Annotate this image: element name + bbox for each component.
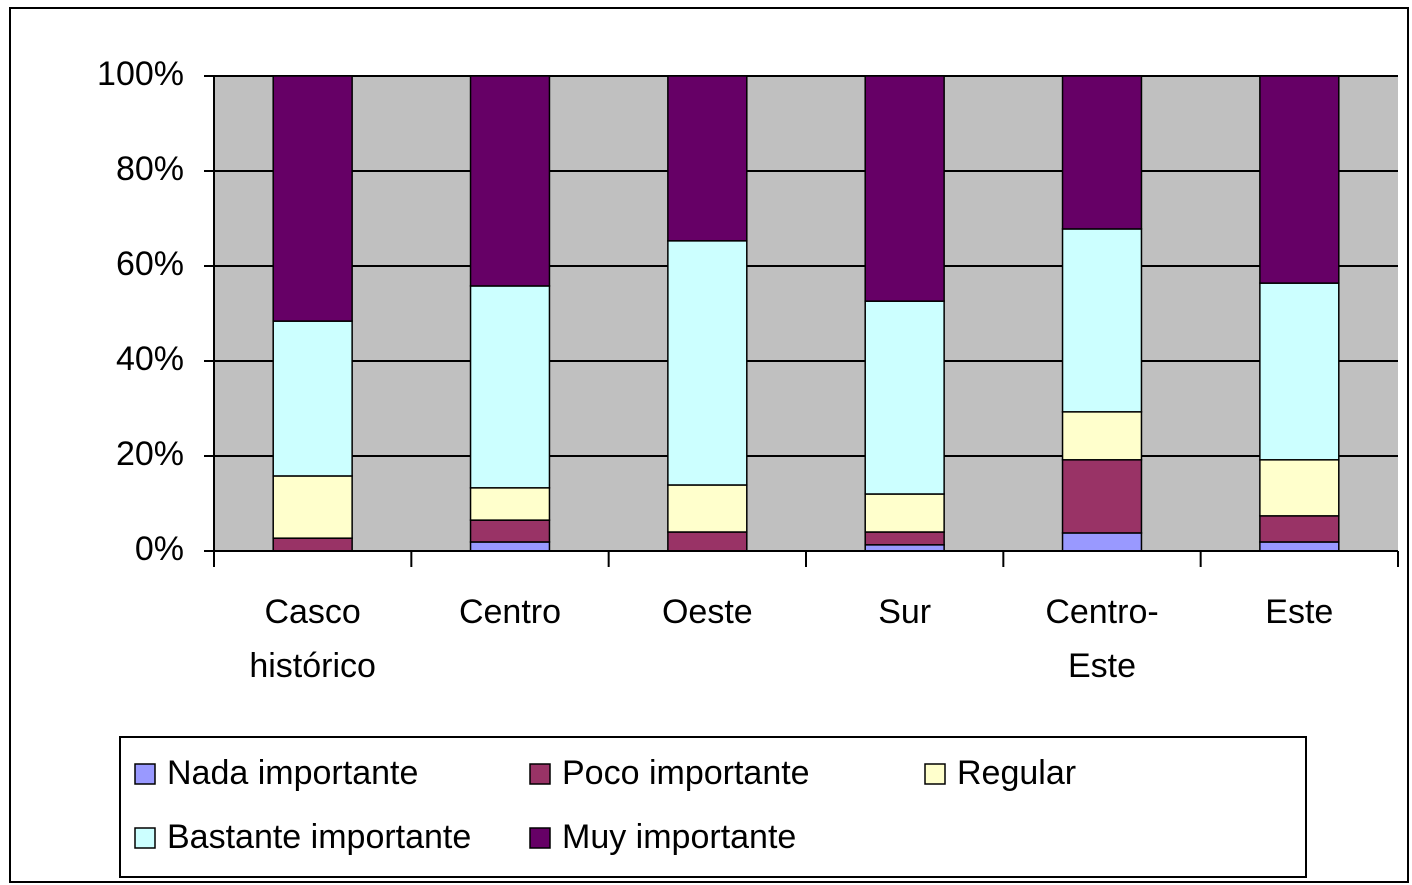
- bar-segment: [1259, 75, 1340, 284]
- bar-segment: [1061, 459, 1143, 534]
- bar-segment: [469, 487, 551, 521]
- bar-segment: [1259, 541, 1340, 552]
- legend-swatch: [529, 763, 551, 785]
- x-tick-label: Centro: [458, 593, 562, 631]
- legend-swatch: [134, 827, 156, 849]
- y-tick-label: 100%: [97, 55, 184, 93]
- legend-label: Regular: [957, 754, 1076, 792]
- bar-segment: [469, 541, 551, 552]
- bar-segment: [469, 285, 551, 489]
- x-tick-label: Casco histórico: [249, 593, 376, 685]
- bar-segment: [272, 320, 353, 477]
- bar-segment: [469, 519, 551, 543]
- legend-label: Poco importante: [562, 754, 810, 792]
- bar-segment: [272, 75, 353, 322]
- bar-segment: [864, 300, 945, 495]
- plot-area: [214, 76, 1398, 551]
- legend-label: Muy importante: [562, 818, 796, 856]
- y-tick-label: 60%: [116, 245, 184, 283]
- bar-segment: [667, 531, 748, 552]
- x-tick-label: Este: [1265, 593, 1334, 631]
- legend-swatch: [134, 763, 156, 785]
- bar-segment: [1061, 411, 1143, 461]
- bar-segment: [864, 75, 945, 302]
- x-tick-label: Centro-Este: [1045, 593, 1159, 685]
- legend-swatch: [529, 827, 551, 849]
- legend-label: Bastante importante: [167, 818, 471, 856]
- bar-segment: [1061, 532, 1143, 552]
- legend-swatch: [924, 763, 946, 785]
- y-tick-label: 20%: [116, 435, 184, 473]
- y-tick-label: 80%: [116, 150, 184, 188]
- bar-segment: [667, 484, 748, 533]
- bar-segment: [667, 75, 748, 242]
- bar-segment: [272, 475, 353, 539]
- bar-segment: [1259, 515, 1340, 543]
- bar-segment: [272, 537, 353, 552]
- bar-segment: [1061, 228, 1143, 413]
- bar-segment: [1061, 75, 1143, 230]
- bar-segment: [864, 531, 945, 546]
- y-tick-label: 40%: [116, 340, 184, 378]
- bar-segment: [1259, 459, 1340, 517]
- bar-segment: [864, 493, 945, 533]
- bar-segment: [469, 75, 551, 287]
- bar-segment: [1259, 282, 1340, 461]
- y-tick-label: 0%: [135, 530, 184, 568]
- bar-segment: [667, 240, 748, 486]
- legend-box: [119, 736, 1307, 878]
- plot-background: [214, 76, 1398, 551]
- x-tick-label: Sur: [878, 593, 932, 631]
- legend-label: Nada importante: [167, 754, 418, 792]
- x-tick-label: Oeste: [661, 593, 753, 631]
